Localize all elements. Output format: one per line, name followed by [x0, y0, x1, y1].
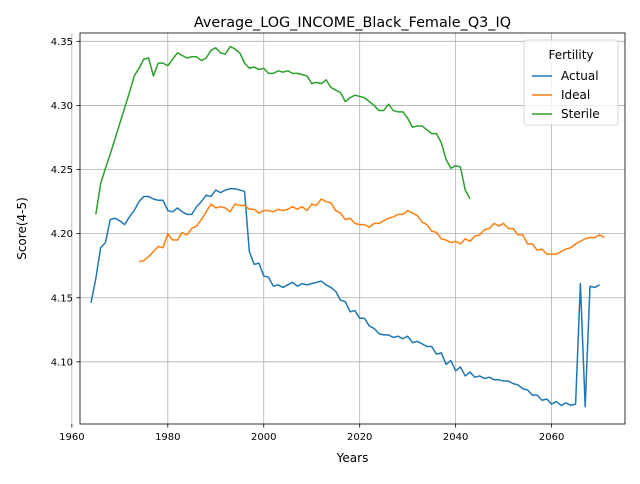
chart-title: Average_LOG_INCOME_Black_Female_Q3_IQ — [194, 15, 511, 31]
x-axis-label: Years — [336, 451, 369, 465]
y-tick-label: 4.10 — [51, 357, 73, 368]
x-tick-label: 2000 — [251, 432, 276, 443]
y-tick-label: 4.30 — [51, 101, 73, 112]
legend-title: Fertility — [548, 48, 593, 62]
y-tick-label: 4.25 — [51, 165, 73, 176]
legend-label-ideal: Ideal — [561, 88, 590, 102]
legend-label-actual: Actual — [561, 69, 599, 83]
x-tick-label: 2060 — [539, 432, 564, 443]
x-tick-label: 1980 — [155, 432, 180, 443]
y-tick-label: 4.35 — [51, 37, 73, 48]
legend: Fertility Actual Ideal Sterile — [524, 40, 618, 125]
y-axis-label: Score(4-5) — [15, 197, 29, 260]
y-tick-label: 4.15 — [51, 293, 73, 304]
x-tick-label: 2040 — [443, 432, 468, 443]
x-tick-label: 1960 — [59, 432, 84, 443]
y-tick-label: 4.20 — [51, 229, 73, 240]
x-tick-label: 2020 — [347, 432, 372, 443]
legend-label-sterile: Sterile — [561, 107, 600, 121]
